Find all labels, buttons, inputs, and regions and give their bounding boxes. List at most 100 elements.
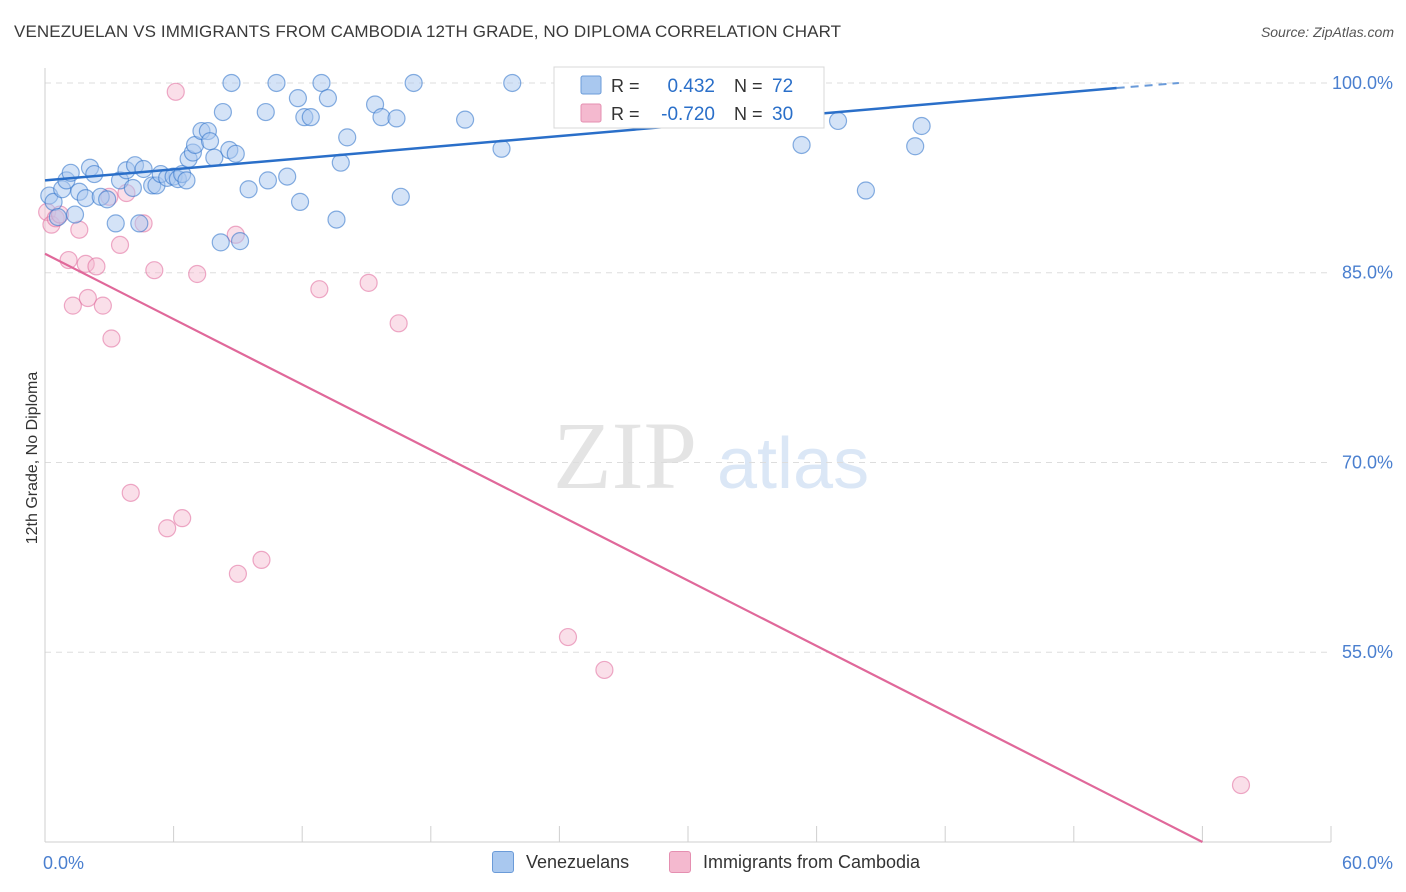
- venezuelan-point-47: [290, 192, 310, 211]
- cambodia-point-26: [359, 273, 378, 292]
- venezuelan-point-33: [200, 132, 220, 151]
- cambodia-point-12: [102, 329, 121, 348]
- venezuelan-point-42: [256, 102, 275, 122]
- chart-source: Source: ZipAtlas.com: [1260, 24, 1394, 40]
- venezuelan-point-35: [211, 233, 230, 252]
- x-tick-label-1: 60.0%: [1342, 853, 1393, 873]
- legend-r-value-1: 0.432: [667, 76, 715, 97]
- venezuelan-point-52: [327, 210, 346, 229]
- legend-swatch-pink: [669, 851, 691, 873]
- cambodia-point-28: [558, 627, 578, 647]
- cambodia-point-9: [87, 257, 106, 276]
- cambodia-point-5: [63, 296, 82, 315]
- legend-n-label-2: N =: [734, 104, 763, 124]
- venezuelan-point-57: [387, 109, 406, 128]
- y-tick-label-0: 55.0%: [1342, 642, 1393, 662]
- y-tick-label-1: 70.0%: [1342, 452, 1393, 472]
- cambodia-point-8: [78, 288, 97, 308]
- venezuelan-point-46: [288, 89, 308, 108]
- legend-n-value-1: 72: [772, 76, 793, 97]
- watermark: ZIP atlas: [553, 402, 869, 509]
- venezuelan-point-58: [391, 187, 410, 206]
- venezuelan-point-19: [134, 159, 153, 179]
- y-tick-label-2: 85.0%: [1342, 263, 1393, 283]
- cambodia-point-15: [121, 483, 140, 502]
- chart-title: VENEZUELAN VS IMMIGRANTS FROM CAMBODIA 1…: [14, 22, 842, 41]
- legend-swatch-venezuelans: [580, 75, 602, 95]
- watermark-zip: ZIP: [553, 402, 697, 509]
- venezuelan-point-45: [278, 167, 297, 186]
- cambodia-point-20: [173, 509, 192, 528]
- venezuelan-point-54: [338, 128, 357, 147]
- series-legend: Venezuelans Immigrants from Cambodia: [0, 851, 1406, 879]
- venezuelan-point-43: [258, 171, 278, 190]
- venezuelan-point-6: [65, 205, 85, 224]
- venezuelan-point-50: [312, 73, 331, 93]
- cambodia-point-18: [158, 519, 177, 538]
- venezuelan-point-27: [177, 171, 196, 190]
- venezuelan-point-70: [906, 137, 925, 156]
- legend-r-label-1: R =: [611, 76, 640, 96]
- venezuelan-point-10: [85, 164, 104, 184]
- venezuelan-point-49: [301, 108, 320, 127]
- venezuelan-point-40: [230, 232, 250, 251]
- venezuelan-point-59: [404, 73, 423, 93]
- venezuelan-point-12: [98, 190, 117, 209]
- cambodia-point-6: [70, 220, 89, 239]
- cambodia-point-27: [389, 314, 408, 333]
- watermark-atlas: atlas: [717, 424, 869, 504]
- venezuelan-point-36: [213, 102, 232, 122]
- venezuelan-point-39: [226, 144, 245, 163]
- venezuelan-point-71: [912, 116, 931, 136]
- venezuelan-point-44: [267, 73, 286, 93]
- legend-item-venezuelans: Venezuelans: [492, 851, 629, 873]
- cambodia-point-17: [145, 261, 164, 280]
- venezuelan-trend-line: [44, 86, 1117, 182]
- y-tick-label-3: 100.0%: [1332, 73, 1393, 93]
- venezuelan-point-56: [372, 108, 391, 127]
- venezuelan-trend-extension: [1116, 81, 1179, 90]
- venezuelan-point-41: [239, 180, 258, 199]
- cambodia-point-21: [188, 264, 207, 284]
- venezuelan-point-67: [792, 135, 811, 155]
- legend-n-label-1: N =: [734, 76, 763, 96]
- cambodia-point-23: [228, 564, 247, 583]
- legend-swatch-blue: [492, 851, 514, 873]
- x-tick-label-0: 0.0%: [43, 853, 84, 873]
- venezuelan-point-38: [222, 73, 241, 93]
- legend-n-value-2: 30: [772, 104, 793, 125]
- cambodia-point-7: [76, 254, 95, 273]
- venezuelan-point-16: [123, 178, 142, 198]
- y-tick-labels: 55.0% 70.0% 85.0% 100.0%: [1332, 73, 1393, 662]
- correlation-legend: R = 0.432 N = 72 R = -0.720 N = 30: [553, 66, 825, 129]
- venezuelan-point-2: [48, 207, 67, 227]
- axes: [44, 68, 1332, 843]
- legend-r-label-2: R =: [611, 104, 640, 124]
- x-tick-labels: 0.0% 60.0%: [43, 853, 1393, 873]
- venezuelan-point-53: [331, 153, 350, 172]
- venezuelan-point-62: [503, 73, 522, 93]
- trend-lines: [44, 81, 1203, 843]
- cambodia-point-13: [110, 235, 130, 255]
- y-axis-label: 12th Grade, No Diploma: [24, 372, 41, 545]
- cambodia-point-25: [310, 280, 329, 299]
- venezuelan-point-60: [455, 110, 475, 129]
- cambodia-point-10: [93, 296, 112, 315]
- venezuelan-point-34: [205, 148, 224, 167]
- cambodia-point-19: [166, 82, 185, 101]
- venezuelan-point-8: [76, 188, 95, 208]
- venezuelan-point-18: [130, 214, 149, 233]
- legend-item-cambodia: Immigrants from Cambodia: [669, 851, 920, 873]
- legend-r-value-2: -0.720: [661, 104, 715, 125]
- legend-swatch-cambodia: [580, 103, 602, 123]
- cambodia-trend-line: [44, 252, 1203, 843]
- grid-lines: [45, 82, 1331, 653]
- legend-label-venezuelans: Venezuelans: [526, 851, 630, 872]
- venezuelan-point-13: [106, 214, 125, 233]
- venezuelan-point-68: [828, 111, 848, 131]
- cambodia-point-30: [1231, 775, 1251, 795]
- cambodia-point-24: [252, 550, 271, 569]
- venezuelan-point-51: [318, 89, 338, 108]
- legend-label-cambodia: Immigrants from Cambodia: [703, 851, 921, 872]
